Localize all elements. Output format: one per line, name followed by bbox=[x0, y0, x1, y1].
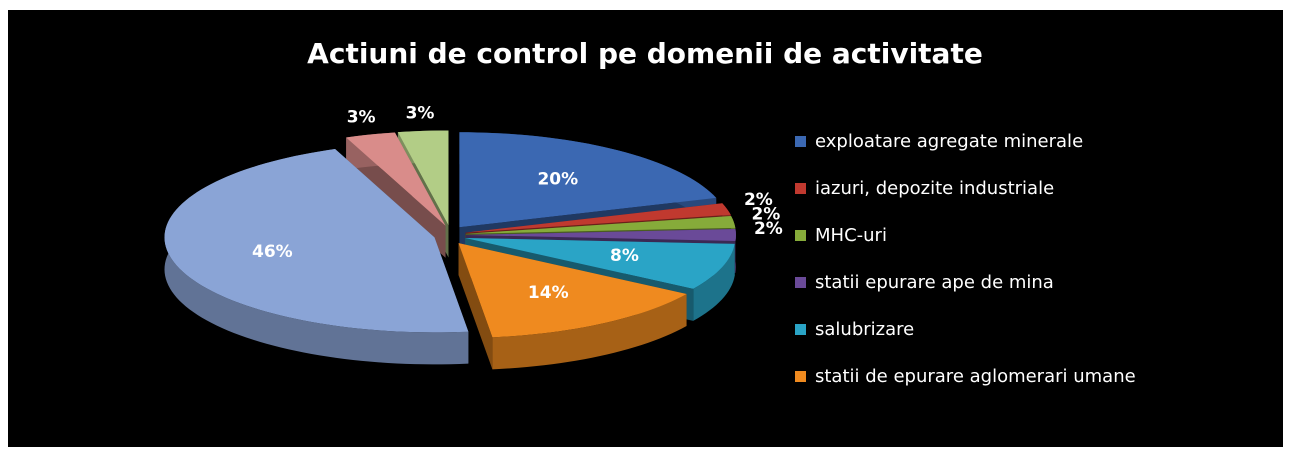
slice bbox=[465, 215, 736, 234]
legend-swatch bbox=[795, 136, 806, 147]
data-label: 2% bbox=[744, 190, 773, 210]
slice bbox=[397, 130, 449, 226]
data-label: 2% bbox=[754, 219, 783, 239]
legend-label: MHC-uri bbox=[815, 225, 887, 246]
data-label: 3% bbox=[406, 104, 435, 124]
slice bbox=[466, 229, 736, 241]
chart-title: Actiuni de control pe domenii de activit… bbox=[307, 37, 983, 70]
legend-label: statii de epurare aglomerari umane bbox=[815, 366, 1136, 387]
slice-wall bbox=[458, 243, 493, 370]
data-label: 8% bbox=[610, 246, 639, 266]
legend-swatch bbox=[795, 277, 806, 288]
legend-swatch bbox=[795, 324, 806, 335]
legend-label: exploatare agregate minerale bbox=[815, 131, 1083, 152]
legend-label: iazuri, depozite industriale bbox=[815, 178, 1054, 199]
legend-swatch bbox=[795, 230, 806, 241]
data-label: 2% bbox=[751, 204, 780, 224]
data-label: 14% bbox=[528, 283, 569, 303]
slice bbox=[459, 132, 717, 228]
data-label: 3% bbox=[347, 108, 376, 128]
legend-swatch bbox=[795, 183, 806, 194]
data-label: 20% bbox=[537, 170, 578, 190]
slice-side bbox=[693, 243, 735, 321]
slice bbox=[465, 237, 735, 289]
legend-label: statii epurare ape de mina bbox=[815, 272, 1054, 293]
slice bbox=[458, 243, 687, 338]
legend-swatch bbox=[795, 371, 806, 382]
slice bbox=[465, 203, 731, 233]
data-label: 46% bbox=[252, 242, 293, 262]
slice bbox=[164, 149, 469, 333]
legend-label: salubrizare bbox=[815, 319, 914, 340]
slice-side bbox=[492, 294, 687, 370]
slice bbox=[346, 132, 446, 226]
